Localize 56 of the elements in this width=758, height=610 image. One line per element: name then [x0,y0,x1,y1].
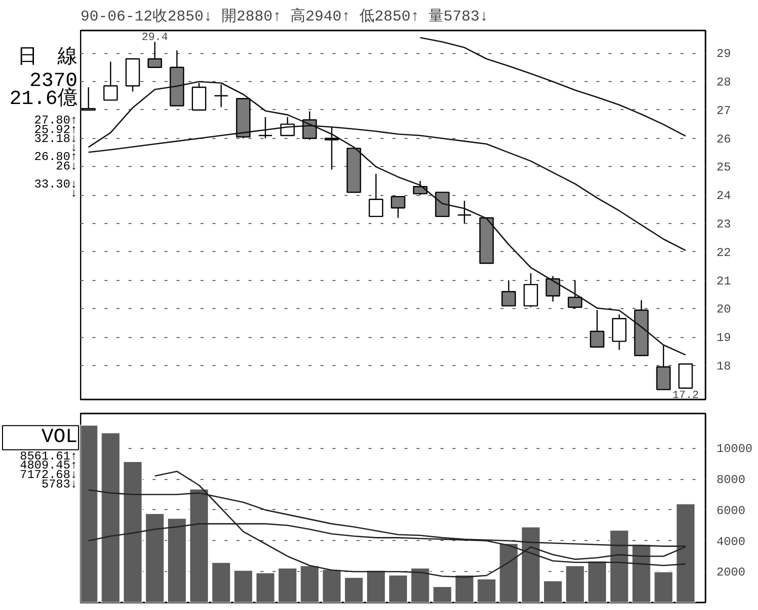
candlestick [656,344,671,390]
y-tick-label: 10000 [716,442,753,456]
y-tick-label: 29 [716,47,731,62]
candlestick [324,126,339,170]
candlestick [148,41,162,68]
y-tick-label: 28 [716,76,731,90]
candlestick [501,280,516,306]
bar [233,570,254,602]
y-tick-label: 4000 [716,534,746,549]
y-tick-label: 25 [716,160,731,175]
bar [388,574,408,602]
y-tick-label: 24 [716,189,731,204]
y-tick-label: 22 [716,246,731,260]
candlestick [390,196,406,218]
candlestick [546,275,560,302]
annotation: 29.4 [142,32,168,44]
candlestick [192,82,206,111]
y-tick-label: 2000 [716,566,746,580]
bar [211,562,232,602]
y-tick-label: 20 [716,302,731,317]
y-tick-label: 26 [716,132,731,146]
y-tick-label: 6000 [716,504,746,518]
text: 5783↓ [41,477,78,492]
bar [476,578,496,602]
y-tick-label: 8000 [716,473,746,488]
candlestick [612,314,626,350]
bar [676,503,696,602]
candlestick [590,309,604,348]
candlestick [214,84,228,108]
bar [520,526,541,602]
bar [432,586,452,602]
bar [366,570,386,602]
candlestick [258,116,273,139]
candlestick [568,280,582,310]
line-series [88,80,686,356]
bar [631,544,652,602]
y-tick-label: 27 [716,104,731,118]
text: 日 線 [18,46,78,70]
chart-title: 90-06-12收2850↓ 開2880↑ 高2940↑ 低2850↑ 量5783↓ [80,8,489,26]
line-series [420,36,686,137]
candlestick [524,272,538,308]
y-tick-label: 21 [716,274,731,288]
bar [454,574,474,602]
annotation: 17.2 [672,390,699,402]
y-tick-label: 19 [716,331,731,346]
candlestick [457,200,472,224]
text: VOL [41,426,78,450]
candlestick [368,173,384,218]
bar [543,580,563,602]
y-tick-label: 18 [716,359,731,374]
bar [100,432,120,602]
candlestick [103,61,118,101]
bar [498,542,519,602]
bar [344,576,364,602]
y-tick-label: 23 [716,218,731,232]
candlestick [412,180,428,196]
